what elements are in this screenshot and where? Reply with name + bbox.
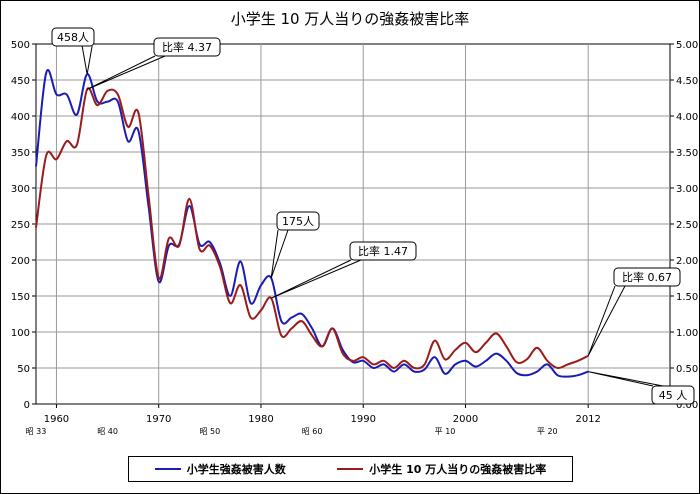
annotation-box [51, 27, 95, 47]
annotation-box [153, 37, 221, 57]
y-right-tick-label: 0.00 [676, 400, 698, 411]
annotation-callout: 比率 4.37 [86, 37, 221, 90]
x-tick-label: 1990 [350, 414, 375, 425]
y-left-tick-label: 100 [11, 328, 30, 339]
era-tick-label: 平 20 [537, 427, 558, 436]
y-left-tick-label: 350 [11, 148, 30, 159]
annotation-label: 比率 0.67 [622, 270, 672, 284]
x-tick-label: 2012 [575, 414, 600, 425]
x-tick-label: 2000 [453, 414, 478, 425]
y-left-tick-label: 50 [17, 364, 30, 375]
y-right-tick-label: 3.00 [676, 184, 698, 195]
annotation-callout: 45 人 [588, 371, 695, 405]
era-tick-label: 昭 50 [199, 427, 220, 436]
annotation-box [613, 267, 681, 287]
legend-item-ratio: 小学生 10 万人当りの強姦被害比率 [337, 461, 546, 477]
annotation-pointer [86, 55, 166, 90]
annotation-callout: 175人 [270, 211, 320, 279]
annotation-box [651, 385, 695, 405]
annotation-pointer [270, 259, 362, 299]
chart-legend: 小学生強姦被害人数 小学生 10 万人当りの強姦被害比率 [128, 456, 573, 482]
annotation-pointer [81, 45, 93, 75]
y-right-tick-label: 0.50 [676, 364, 698, 375]
annotation-label: 比率 4.37 [162, 40, 212, 54]
y-left-tick-label: 150 [11, 292, 30, 303]
y-left-tick-label: 450 [11, 76, 30, 87]
series-line-ratio [35, 87, 589, 370]
annotation-pointer [587, 285, 626, 356]
annotation-box [349, 241, 417, 261]
annotation-callout: 比率 1.47 [270, 241, 417, 299]
y-right-tick-label: 5.00 [676, 40, 698, 51]
era-tick-label: 昭 60 [302, 427, 323, 436]
annotation-pointer [270, 229, 289, 279]
y-left-tick-label: 400 [11, 112, 30, 123]
era-tick-label: 昭 33 [26, 427, 47, 436]
y-right-tick-label: 4.50 [676, 76, 698, 87]
annotation-label: 45 人 [659, 389, 688, 402]
y-right-tick-label: 3.50 [676, 148, 698, 159]
x-tick-label: 1970 [146, 414, 171, 425]
y-right-tick-label: 1.00 [676, 328, 698, 339]
annotation-label: 比率 1.47 [358, 244, 408, 258]
legend-label-ratio: 小学生 10 万人当りの強姦被害比率 [369, 463, 547, 476]
y-left-tick-label: 200 [11, 256, 30, 267]
legend-item-count: 小学生強姦被害人数 [154, 461, 286, 477]
era-tick-label: 昭 40 [97, 427, 118, 436]
annotation-pointer [588, 371, 664, 387]
legend-label-count: 小学生強姦被害人数 [186, 463, 286, 476]
annotation-box [276, 211, 320, 231]
annotation-callout: 458人 [51, 27, 95, 75]
y-left-tick-label: 250 [11, 220, 30, 231]
legend-swatch-count [154, 468, 181, 470]
legend-swatch-ratio [337, 468, 364, 470]
y-right-tick-label: 1.50 [676, 292, 698, 303]
era-tick-label: 平 10 [435, 427, 456, 436]
y-left-tick-label: 0 [24, 400, 30, 411]
annotation-label: 175人 [282, 215, 314, 228]
annotation-label: 458人 [57, 31, 89, 44]
series-line-count [35, 69, 589, 378]
y-left-tick-label: 300 [11, 184, 30, 195]
chart-title: 小学生 10 万人当りの強姦被害比率 [230, 10, 470, 28]
y-right-tick-label: 2.50 [676, 220, 698, 231]
x-tick-label: 1960 [44, 414, 69, 425]
y-left-tick-label: 500 [11, 40, 30, 51]
y-right-tick-label: 4.00 [676, 112, 698, 123]
x-tick-label: 1980 [248, 414, 273, 425]
annotation-callout: 比率 0.67 [587, 267, 681, 356]
y-right-tick-label: 2.00 [676, 256, 698, 267]
